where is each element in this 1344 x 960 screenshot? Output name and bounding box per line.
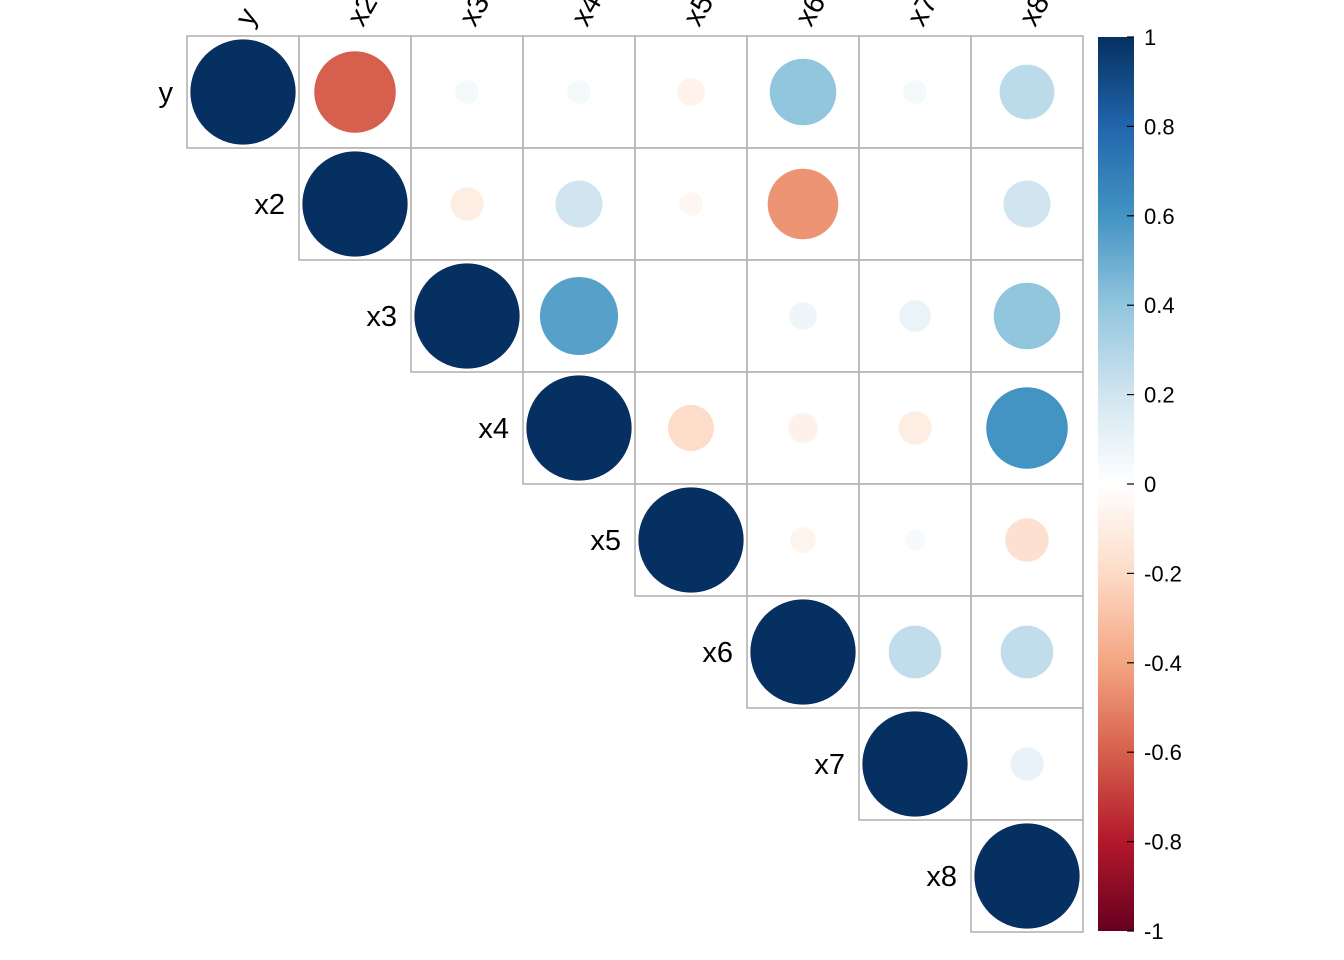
correlation-grid <box>186 35 1084 933</box>
corr-circle-x3-x5 <box>685 310 697 322</box>
cell-x4-x5 <box>634 371 748 485</box>
corr-circle-y-x6 <box>769 58 837 126</box>
corr-circle-y-x5 <box>677 78 705 106</box>
colorbar-tick-label: -0.4 <box>1144 651 1182 676</box>
corr-circle-x4-x7 <box>898 411 932 445</box>
corr-circle-x6-x7 <box>888 625 942 679</box>
row-label-x2: x2 <box>254 189 285 221</box>
col-label-x3: x3 <box>453 0 496 32</box>
column-labels: y x2 x3 x4 x5 x6 x7 x8 <box>229 0 1056 32</box>
cell-x2-x8 <box>970 147 1084 261</box>
corr-circle-x3-x6 <box>789 302 817 330</box>
cell-x2-x7 <box>858 147 972 261</box>
row-label-x6: x6 <box>702 637 733 669</box>
corr-circle-x7-x7 <box>862 711 968 817</box>
row-label-x4: x4 <box>478 413 509 445</box>
corr-circle-x3-x7 <box>899 300 931 332</box>
colorbar-ticks: -1 -0.8 -0.6 -0.4 -0.2 0 0.2 0.4 0.6 0.8 1 <box>1127 25 1182 944</box>
col-label-x4: x4 <box>565 0 608 32</box>
row-label-x5: x5 <box>590 525 621 557</box>
row-label-x7: x7 <box>814 749 845 781</box>
col-label-x8: x8 <box>1013 0 1056 32</box>
corr-circle-x2-x4 <box>555 180 603 228</box>
colorbar-tick-label: 0 <box>1144 472 1156 497</box>
colorbar-tick-label: -0.8 <box>1144 830 1182 855</box>
corr-circle-x5-x7 <box>904 529 926 551</box>
corr-circle-x3-x4 <box>539 276 619 356</box>
col-label-x6: x6 <box>789 0 832 32</box>
corr-circle-x4-x4 <box>526 375 632 481</box>
corr-circle-x4-x6 <box>788 413 818 443</box>
col-label-y: y <box>229 3 264 32</box>
colorbar-tick-label: -1 <box>1144 919 1164 944</box>
corr-circle-x4-x5 <box>668 405 714 451</box>
col-label-x7: x7 <box>901 0 944 32</box>
colorbar-tick-label: 0.8 <box>1144 114 1175 139</box>
corr-circle-y-x7 <box>903 80 927 104</box>
corr-circle-x6-x6 <box>750 599 856 705</box>
colorbar: -1 -0.8 -0.6 -0.4 -0.2 0 0.2 0.4 0.6 0.8 1 <box>1098 25 1182 944</box>
corr-circle-y-x8 <box>999 64 1055 120</box>
row-label-x3: x3 <box>366 301 397 333</box>
colorbar-tick-label: 1 <box>1144 25 1156 50</box>
corr-circle-y-y <box>190 39 296 145</box>
corr-circle-x6-x8 <box>1000 625 1054 679</box>
colorbar-tick-label: 0.2 <box>1144 383 1175 408</box>
corr-circle-y-x3 <box>455 80 479 104</box>
cell-y-x8 <box>970 35 1084 149</box>
col-label-x2: x2 <box>341 0 384 32</box>
corr-circle-x8-x8 <box>974 823 1080 929</box>
colorbar-tick-label: 0.6 <box>1144 204 1175 229</box>
col-label-x5: x5 <box>677 0 720 32</box>
colorbar-tick-label: -0.2 <box>1144 561 1182 586</box>
corr-circle-x3-x8 <box>993 282 1061 350</box>
colorbar-tick-label: 0.4 <box>1144 293 1175 318</box>
row-labels: y x2 x3 x4 x5 x6 x7 x8 <box>159 77 958 893</box>
corr-circle-x2-x3 <box>450 187 484 221</box>
corr-circle-x5-x8 <box>1005 518 1049 562</box>
row-label-x8: x8 <box>926 861 957 893</box>
corr-circle-x5-x5 <box>638 487 744 593</box>
corr-circle-x2-x8 <box>1003 180 1051 228</box>
corr-circle-x5-x6 <box>790 527 816 553</box>
corr-circle-x3-x3 <box>414 263 520 369</box>
corr-circle-x7-x8 <box>1010 747 1044 781</box>
row-label-y: y <box>159 77 174 109</box>
corr-circle-x2-x6 <box>767 168 839 240</box>
corr-circle-y-x4 <box>567 80 591 104</box>
corr-circle-x4-x8 <box>986 387 1068 469</box>
corr-circle-y-x2 <box>314 51 396 133</box>
corr-circle-x2-x2 <box>302 151 408 257</box>
corr-circle-x2-x5 <box>679 192 703 216</box>
colorbar-tick-label: -0.6 <box>1144 740 1182 765</box>
